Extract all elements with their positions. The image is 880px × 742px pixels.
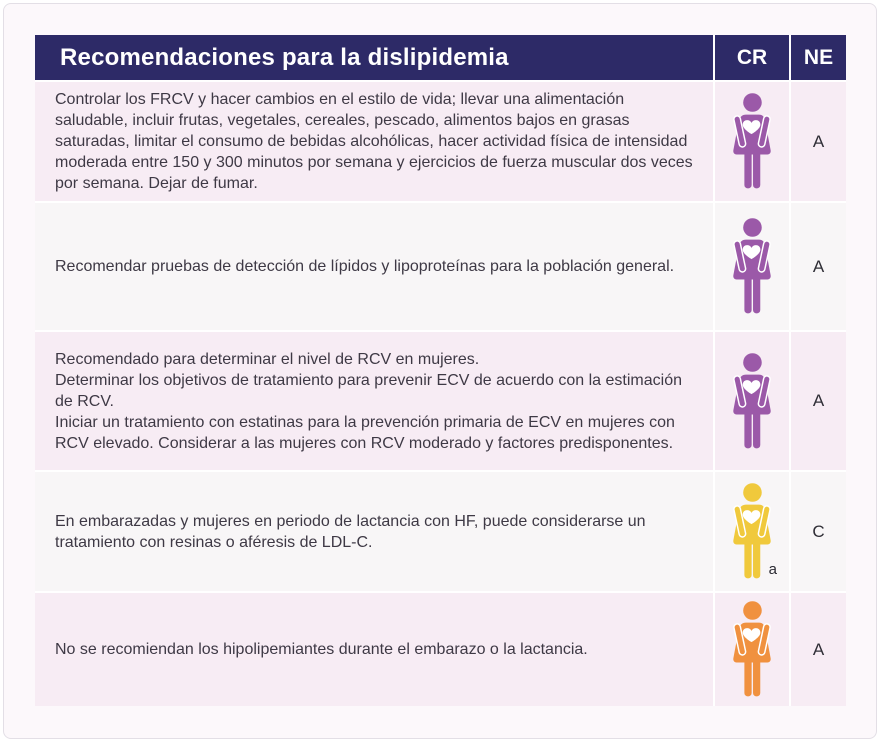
table-row-cr <box>715 332 789 470</box>
woman-heart-icon <box>726 93 778 190</box>
heart-icon <box>742 628 761 643</box>
woman-figure <box>733 93 771 189</box>
table-title: Recomendaciones para la dislipidemia <box>35 35 713 80</box>
table-row-text: Controlar los FRCV y hacer cambios en el… <box>35 82 713 201</box>
woman-figure <box>733 352 771 448</box>
table-row-cr <box>715 203 789 330</box>
table-row-text: Recomendado para determinar el nivel de … <box>35 332 713 470</box>
recommendation-paragraph: Iniciar un tratamiento con estatinas par… <box>55 413 675 452</box>
heart-icon <box>742 245 761 260</box>
recommendation-paragraph: Recomendado para determinar el nivel de … <box>55 350 480 368</box>
table-row-cr <box>715 82 789 201</box>
recommendation-paragraph: En embarazadas y mujeres en periodo de l… <box>55 512 646 551</box>
column-header-cr: CR <box>715 35 789 80</box>
table-row-text: En embarazadas y mujeres en periodo de l… <box>35 472 713 591</box>
woman-heart-icon <box>726 218 778 315</box>
woman-heart-icon <box>726 601 778 698</box>
page-background: Recomendaciones para la dislipidemia CR … <box>3 3 877 739</box>
column-header-ne: NE <box>791 35 846 80</box>
woman-heart-icon: a <box>726 483 778 580</box>
recommendation-paragraph: Recomendar pruebas de detección de lípid… <box>55 258 675 275</box>
table-row-cr <box>715 593 789 706</box>
table-row-text: No se recomiendan los hipolipemiantes du… <box>35 593 713 706</box>
heart-icon <box>742 379 761 394</box>
recommendation-paragraph: No se recomiendan los hipolipemiantes du… <box>55 641 588 658</box>
heart-icon <box>742 510 761 525</box>
woman-heart-icon <box>726 352 778 450</box>
ne-value: A <box>791 82 846 201</box>
recommendation-paragraph: Controlar los FRCV y hacer cambios en el… <box>55 91 693 192</box>
footnote-a: a <box>768 561 777 578</box>
ne-value: C <box>791 472 846 591</box>
ne-value: A <box>791 203 846 330</box>
recommendations-table: Recomendaciones para la dislipidemia CR … <box>35 35 846 706</box>
ne-value: A <box>791 332 846 470</box>
table-row-cr: a <box>715 472 789 591</box>
heart-icon <box>742 120 761 135</box>
recommendation-paragraph: Determinar los objetivos de tratamiento … <box>55 371 682 410</box>
woman-figure <box>733 483 771 579</box>
woman-figure <box>733 601 771 697</box>
table-row-text: Recomendar pruebas de detección de lípid… <box>35 203 713 330</box>
woman-figure <box>733 218 771 314</box>
ne-value: A <box>791 593 846 706</box>
